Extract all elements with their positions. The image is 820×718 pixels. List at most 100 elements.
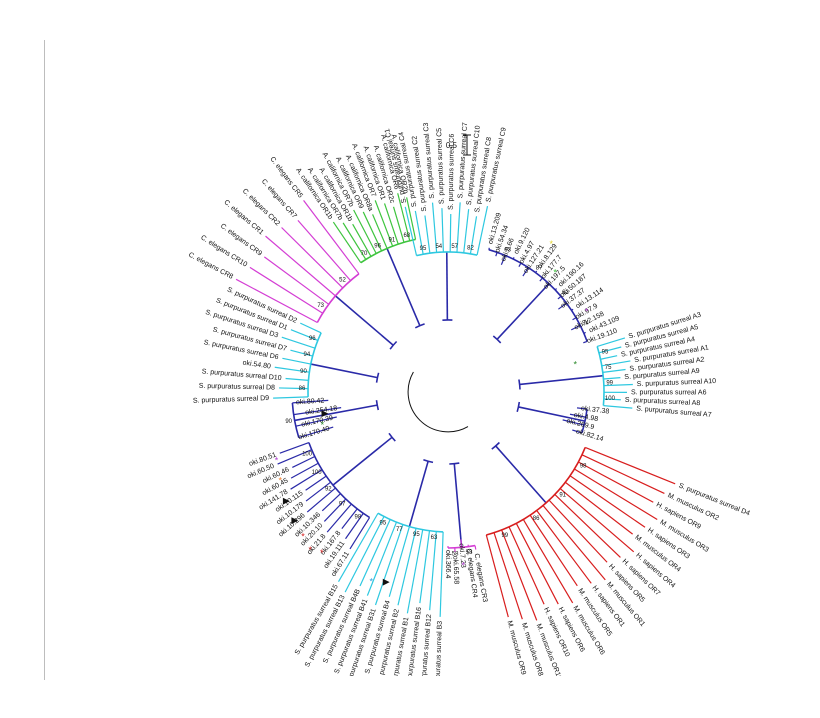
bootstrap-value: 73 (317, 303, 324, 309)
clade-stem (408, 460, 429, 527)
clade-stem (518, 406, 586, 422)
tip-branch (529, 514, 578, 587)
bootstrap-value: 70 (361, 251, 368, 257)
tip-branch (564, 481, 633, 535)
backbone-arc (388, 432, 396, 442)
tip-branch (374, 524, 404, 606)
phylogenetic-tree-figure: S. purpuratus surreal C1 S. purpuratus su… (170, 44, 774, 697)
bootstrap-value: 95 (413, 532, 420, 538)
clade-arc (316, 273, 360, 323)
tip-markers: *******▶▶***▶* ▶* (275, 239, 589, 587)
clade-arc (596, 346, 605, 406)
bootstrap-value: 86 (533, 516, 540, 522)
tip-branch (600, 355, 618, 360)
bootstrap-value: 63 (504, 248, 511, 254)
clade-arc (377, 512, 444, 533)
tip-branch (305, 475, 327, 491)
tip-branch (541, 283, 550, 292)
asterisk-marker: * (553, 267, 557, 277)
leaf-label: S. purpuratus surreal C7 (457, 122, 469, 199)
asterisk-marker: * (369, 576, 373, 586)
tip-branch (558, 302, 567, 310)
tip-branch (265, 235, 336, 297)
tip-branch (397, 528, 417, 606)
tip-branch (603, 404, 633, 409)
backbone-arc (414, 323, 425, 329)
clade-arc (581, 409, 588, 434)
tip-branch (290, 462, 319, 479)
tip-branch (493, 532, 523, 620)
leaf-label: oki.7.23 (457, 543, 466, 568)
leaf-label: S. purpuratus surreal A7 (636, 405, 712, 419)
tip-branch (522, 519, 574, 604)
tip-branch (572, 429, 583, 434)
tip-branch (562, 419, 585, 426)
asterisk-marker: * (301, 531, 305, 541)
circular-phylogenetic-tree: S. purpuratus surreal C1S. purpuratus su… (187, 122, 751, 697)
tip-branch (279, 442, 310, 454)
tip-branch (441, 208, 444, 253)
tip-branch (303, 199, 360, 275)
bootstrap-value: 58 (452, 551, 459, 557)
asterisk-marker: * (462, 561, 466, 571)
tip-branch (570, 324, 581, 331)
left-divider (44, 40, 45, 680)
backbone-arc (491, 441, 500, 450)
bootstrap-value: 95 (602, 350, 609, 356)
tip-branch (388, 526, 410, 597)
leaf-label: oki.254.18 (305, 405, 338, 417)
tip-branch (501, 529, 538, 621)
tip-branch (372, 214, 388, 249)
tip-branch (419, 530, 431, 604)
tip-branch (583, 340, 588, 344)
tip-branch (583, 331, 586, 334)
tip-branch (456, 202, 461, 253)
tip-branch (273, 396, 309, 399)
bootstrap-value: 91 (559, 492, 566, 498)
backbone-arc (518, 379, 521, 390)
clade-stem (453, 463, 463, 548)
tip-branch (597, 337, 626, 347)
asterisk-marker: * (320, 548, 324, 558)
leaf-label: S. purpuratus surreal C6 (448, 134, 456, 210)
tip-branch (463, 209, 470, 253)
tip-branch (290, 469, 323, 490)
leaf-labels: S. purpuratus surreal C1S. purpuratus su… (187, 122, 751, 697)
tip-branch (554, 288, 557, 291)
asterisk-marker: * (321, 420, 325, 430)
bootstrap-value: 99 (606, 380, 613, 386)
leaf-label: S. purpuratus surreal D9 (193, 395, 270, 405)
tip-branch (476, 206, 489, 256)
clade-stem (294, 404, 378, 422)
asterisk-marker: * (549, 239, 553, 249)
tip-branch (539, 277, 543, 282)
tip-branch (474, 545, 477, 550)
tip-branch (515, 523, 559, 605)
clade-stem (496, 283, 550, 340)
leaf-label: S. purpuratus surreal C5 (436, 128, 446, 205)
leaf-label: H. sapiens OR4 (634, 552, 676, 590)
tip-branch (290, 349, 313, 357)
bootstrap-value: 94 (582, 320, 589, 326)
tip-branch (569, 475, 646, 528)
bootstrap-value: 58 (466, 550, 473, 556)
leaf-label: oki.4.98 (573, 412, 598, 423)
clade-stem (332, 436, 393, 486)
tip-branch (366, 521, 398, 596)
asterisk-marker: * (278, 476, 282, 486)
tip-branch (424, 215, 431, 254)
triangle-marker: ▶ (291, 515, 298, 525)
leaf-label: oki.54.80 (242, 360, 271, 371)
clade-arc (416, 251, 478, 257)
tree-tips (235, 193, 676, 621)
tip-branch (542, 505, 606, 581)
tip-branch (279, 387, 309, 390)
tip-branch (584, 446, 676, 485)
clade-stem (519, 374, 604, 386)
tip-branch (508, 526, 545, 605)
clade-arc (308, 442, 371, 519)
tip-branch (581, 454, 665, 494)
leaf-label: S. purpuratus surreal A10 (637, 378, 717, 388)
backbone-arc (492, 335, 502, 344)
bootstrap-value: 68 (403, 233, 410, 239)
